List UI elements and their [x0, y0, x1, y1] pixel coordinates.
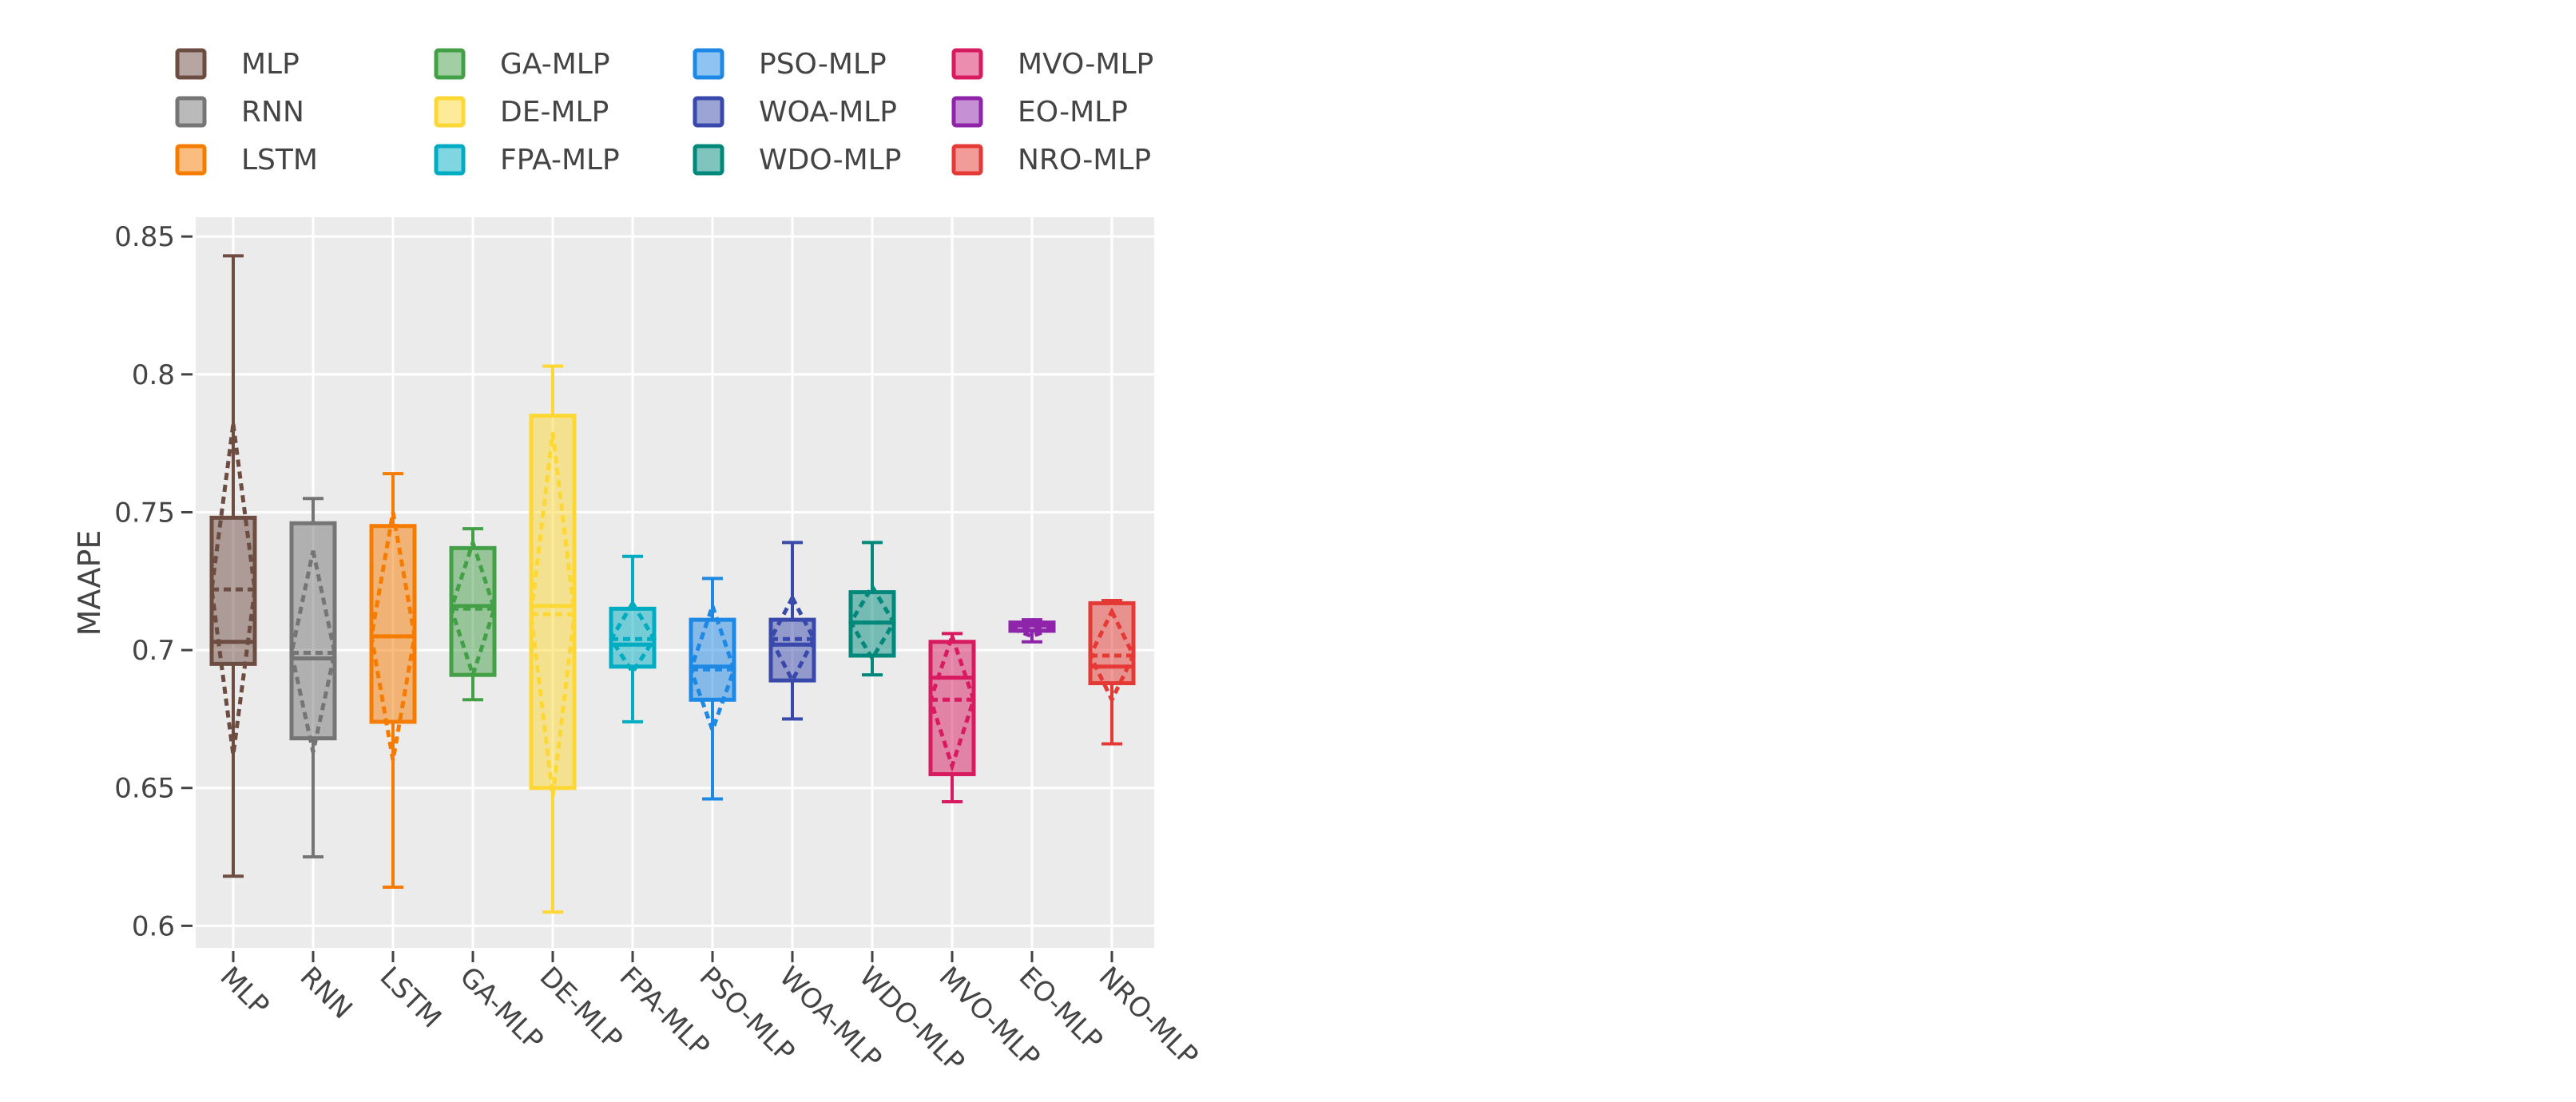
box-body [449, 545, 497, 677]
y-axis: 0.6 0.65 0.7 0.75 0.8 0.85 [114, 221, 193, 942]
legend-swatch [175, 48, 207, 80]
legend-label: GA-MLP [500, 48, 610, 81]
sd-diamond [209, 423, 257, 755]
legend-swatch [175, 96, 207, 128]
box-mlp [209, 254, 257, 878]
legend-label: EO-MLP [1018, 96, 1128, 129]
x-tick-label-mlp: MLP [214, 961, 276, 1022]
legend-swatch [693, 96, 724, 128]
legend-item-fpa-mlp[interactable]: FPA-MLP [434, 144, 620, 176]
box-pso-mlp [689, 577, 736, 801]
plot-background [196, 217, 1154, 948]
sd-diamond [768, 593, 816, 685]
legend-label: MLP [241, 48, 300, 81]
box-body [529, 414, 577, 791]
box-rnn [289, 497, 337, 859]
legend-item-nro-mlp[interactable]: NRO-MLP [951, 144, 1151, 176]
sd-diamond [928, 630, 976, 773]
legend-item-rnn[interactable]: RNN [175, 96, 304, 129]
legend-item-eo-mlp[interactable]: EO-MLP [951, 96, 1128, 129]
legend-label: WDO-MLP [759, 144, 901, 176]
legend-label: FPA-MLP [500, 144, 620, 176]
legend-swatch [693, 144, 724, 176]
sd-diamond [1005, 617, 1059, 639]
y-tick-label: 0.8 [132, 359, 175, 391]
legend-label: NRO-MLP [1018, 144, 1151, 176]
legend-swatch [434, 144, 466, 176]
legend-item-ga-mlp[interactable]: GA-MLP [434, 48, 610, 81]
legend-swatch [434, 96, 466, 128]
x-axis: MLP RNN LSTM GA-MLPDE-MLPFPA-MLPPSO-MLPWOA-… [214, 951, 1205, 1079]
box-fpa-mlp [609, 554, 657, 723]
legend-item-lstm[interactable]: LSTM [175, 144, 318, 176]
sd-diamond [369, 512, 417, 761]
box-nro-mlp [1088, 598, 1136, 746]
legend-swatch [951, 144, 983, 176]
y-tick-label: 0.7 [132, 635, 175, 667]
box-lstm [369, 472, 417, 890]
sd-diamond [289, 550, 337, 753]
legend-item-mlp[interactable]: MLP [175, 48, 300, 81]
box-ga-mlp [449, 527, 497, 702]
y-tick-label: 0.65 [114, 773, 175, 805]
sd-diamond [689, 600, 736, 736]
legend-item-woa-mlp[interactable]: WOA-MLP [693, 96, 897, 129]
sd-diamond [609, 599, 657, 676]
legend-swatch [693, 48, 724, 80]
legend-swatch [951, 96, 983, 128]
box-mvo-mlp [928, 630, 976, 803]
legend-swatch [951, 48, 983, 80]
y-tick-label: 0.75 [114, 497, 175, 529]
legend-item-pso-mlp[interactable]: PSO-MLP [693, 48, 887, 81]
legend-item-mvo-mlp[interactable]: MVO-MLP [951, 48, 1153, 81]
box-de-mlp [529, 364, 577, 914]
box-body [928, 640, 976, 776]
box-body [768, 617, 816, 683]
box-body [289, 521, 337, 741]
sd-diamond [1088, 607, 1136, 704]
y-tick-label: 0.85 [114, 221, 175, 253]
x-tick-label-nro-mlp: NRO-MLP [1093, 961, 1205, 1072]
legend-label: PSO-MLP [759, 48, 887, 81]
box-eo-mlp [1005, 617, 1059, 644]
sd-diamond [848, 582, 896, 663]
sd-diamond [449, 536, 497, 682]
legend-item-wdo-mlp[interactable]: WDO-MLP [693, 144, 901, 176]
y-tick-label: 0.6 [132, 910, 175, 942]
y-axis-title: MAAPE [72, 530, 107, 636]
legend-label: DE-MLP [500, 96, 609, 129]
legend-swatch [175, 144, 207, 176]
legend-label: WOA-MLP [759, 96, 897, 129]
legend-label: LSTM [241, 144, 318, 176]
box-body [369, 524, 417, 724]
x-tick-label-ga-mlp: GA-MLP [454, 961, 550, 1056]
boxes [209, 254, 1136, 914]
sd-diamond [529, 432, 577, 797]
box-woa-mlp [768, 541, 816, 721]
legend-swatch [434, 48, 466, 80]
x-tick-label-rnn: RNN [294, 961, 359, 1025]
legend-item-de-mlp[interactable]: DE-MLP [434, 96, 609, 129]
x-tick-label-de-mlp: DE-MLP [534, 961, 629, 1056]
legend-label: MVO-MLP [1018, 48, 1153, 81]
box-wdo-mlp [848, 541, 896, 677]
x-tick-label-lstm: LSTM [374, 961, 447, 1034]
legend-label: RNN [241, 96, 304, 129]
legend: MLP RNN LSTM GA-MLP DE-MLP FPA-MLP PSO-MLP WOA-… [175, 48, 1153, 176]
